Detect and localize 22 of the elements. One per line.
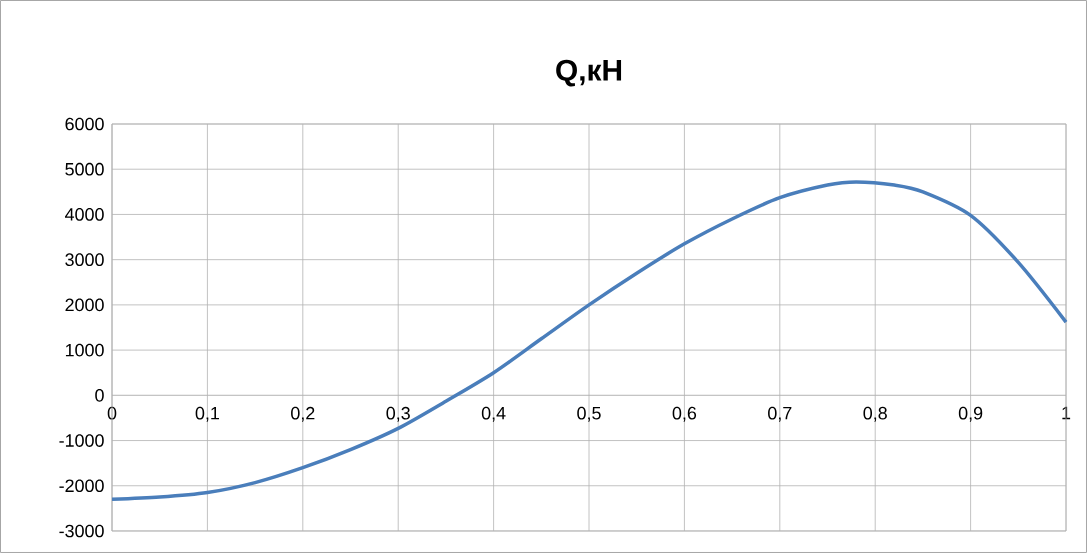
- y-tick-label: 3000: [65, 253, 104, 266]
- x-tick-label: 0,7: [768, 406, 792, 422]
- x-tick-label: 0,9: [958, 406, 983, 422]
- x-tick-label: 0,8: [863, 406, 887, 422]
- x-tick-label: 0,1: [195, 406, 219, 422]
- y-tick-label: 6000: [65, 117, 104, 131]
- y-tick-label: -3000: [59, 524, 104, 538]
- y-tick-label: 2000: [65, 298, 104, 312]
- x-tick-label: 0,5: [577, 406, 601, 422]
- x-tick-label: 1: [1062, 406, 1071, 420]
- x-tick-label: 0,2: [291, 406, 315, 422]
- y-tick-label: 1000: [65, 343, 104, 357]
- y-tick-label: -1000: [59, 434, 104, 447]
- x-tick-label: 0,4: [481, 406, 506, 422]
- y-tick-label: 5000: [65, 162, 104, 176]
- y-tick-label: 4000: [65, 208, 104, 221]
- x-tick-label: 0,6: [672, 406, 697, 422]
- y-tick-label: -2000: [59, 479, 104, 493]
- x-tick-label: 0: [107, 406, 117, 420]
- x-tick-label: 0,3: [386, 406, 410, 422]
- chart-title: Q,кН: [556, 59, 622, 87]
- y-tick-label: 0: [95, 388, 104, 402]
